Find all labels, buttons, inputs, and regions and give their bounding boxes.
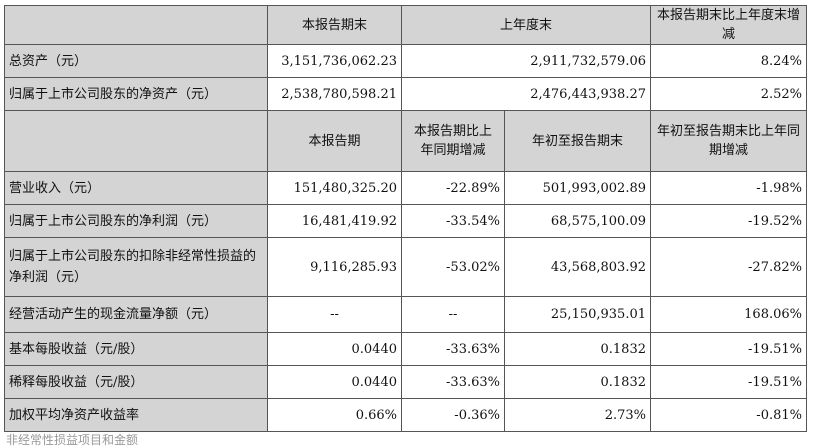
row-label: 营业收入（元） [4, 171, 268, 205]
cell-value: 8.24% [650, 44, 807, 78]
cell-value: -0.81% [650, 398, 807, 432]
header-text: 年初至报告期末比上年同期增减 [657, 124, 801, 158]
cell-value: -0.36% [401, 398, 505, 432]
cell-value: 3,151,736,062.23 [267, 44, 402, 78]
cell-value: 68,575,100.09 [504, 204, 651, 238]
cell-value: 2,911,732,579.06 [401, 44, 651, 78]
cell-value: -33.54% [401, 204, 505, 238]
cell-value: 0.1832 [504, 365, 651, 399]
cell-value: -33.63% [401, 365, 505, 399]
footer-text: 非经常性损益项目和金额 [6, 433, 139, 447]
corner-cell [4, 110, 268, 172]
cell-value: -1.98% [650, 171, 807, 205]
financial-table: 本报告期末 上年度末 本报告期末比上年度末增减 总资产（元） 3,151,736… [4, 5, 807, 432]
header-ytd: 年初至报告期末 [504, 110, 651, 172]
cell-value: -19.51% [650, 332, 807, 366]
row-label: 稀释每股收益（元/股） [4, 365, 268, 399]
row-label: 总资产（元） [4, 44, 268, 78]
corner-cell [4, 5, 268, 45]
cell-value: -53.02% [401, 237, 505, 297]
table-row: 归属于上市公司股东的扣除非经常性损益的净利润（元） 9,116,285.93 -… [4, 237, 807, 297]
cell-value: 9,116,285.93 [267, 237, 402, 297]
row-label: 归属于上市公司股东的净资产（元） [4, 77, 268, 111]
section1-header-row: 本报告期末 上年度末 本报告期末比上年度末增减 [4, 5, 807, 45]
cell-value: -19.52% [650, 204, 807, 238]
cell-value: 2,476,443,938.27 [401, 77, 651, 111]
cell-value: 0.1832 [504, 332, 651, 366]
section2-header-row: 本报告期 本报告期比上年同期增减 年初至报告期末 年初至报告期末比上年同期增减 [4, 110, 807, 172]
table-row: 稀释每股收益（元/股） 0.0440 -33.63% 0.1832 -19.51… [4, 365, 807, 399]
table-row: 基本每股收益（元/股） 0.0440 -33.63% 0.1832 -19.51… [4, 332, 807, 366]
cell-value: -- [267, 296, 402, 333]
row-label: 基本每股收益（元/股） [4, 332, 268, 366]
header-current-period-yoy-change: 本报告期比上年同期增减 [401, 110, 505, 172]
header-change-vs-prior-year-end: 本报告期末比上年度末增减 [650, 5, 807, 45]
cell-value: 168.06% [650, 296, 807, 333]
cell-value: 2.73% [504, 398, 651, 432]
row-label: 归属于上市公司股东的扣除非经常性损益的净利润（元） [4, 237, 268, 297]
header-period-end: 本报告期末 [267, 5, 402, 45]
header-prior-year-end: 上年度末 [401, 5, 651, 45]
cell-value: 0.0440 [267, 365, 402, 399]
cell-value: 501,993,002.89 [504, 171, 651, 205]
row-label: 归属于上市公司股东的净利润（元） [4, 204, 268, 238]
cell-value: -22.89% [401, 171, 505, 205]
header-current-period: 本报告期 [267, 110, 402, 172]
cell-value: 43,568,803.92 [504, 237, 651, 297]
cell-value: -27.82% [650, 237, 807, 297]
table-row: 经营活动产生的现金流量净额（元） -- -- 25,150,935.01 168… [4, 296, 807, 333]
cell-value: 2,538,780,598.21 [267, 77, 402, 111]
cell-value: -19.51% [650, 365, 807, 399]
cell-value: -- [401, 296, 505, 333]
table-row: 营业收入（元） 151,480,325.20 -22.89% 501,993,0… [4, 171, 807, 205]
row-label: 经营活动产生的现金流量净额（元） [4, 296, 268, 333]
cell-value: 0.0440 [267, 332, 402, 366]
row-label: 加权平均净资产收益率 [4, 398, 268, 432]
table-row: 归属于上市公司股东的净资产（元） 2,538,780,598.21 2,476,… [4, 77, 807, 111]
cell-value: 151,480,325.20 [267, 171, 402, 205]
table-row: 归属于上市公司股东的净利润（元） 16,481,419.92 -33.54% 6… [4, 204, 807, 238]
cell-value: 16,481,419.92 [267, 204, 402, 238]
cell-value: -33.63% [401, 332, 505, 366]
cell-value: 25,150,935.01 [504, 296, 651, 333]
table-row: 加权平均净资产收益率 0.66% -0.36% 2.73% -0.81% [4, 398, 807, 432]
cell-value: 0.66% [267, 398, 402, 432]
header-ytd-yoy-change: 年初至报告期末比上年同期增减 [650, 110, 807, 172]
table-row: 总资产（元） 3,151,736,062.23 2,911,732,579.06… [4, 44, 807, 78]
header-text: 本报告期比上年同期增减 [413, 124, 492, 158]
cell-value: 2.52% [650, 77, 807, 111]
